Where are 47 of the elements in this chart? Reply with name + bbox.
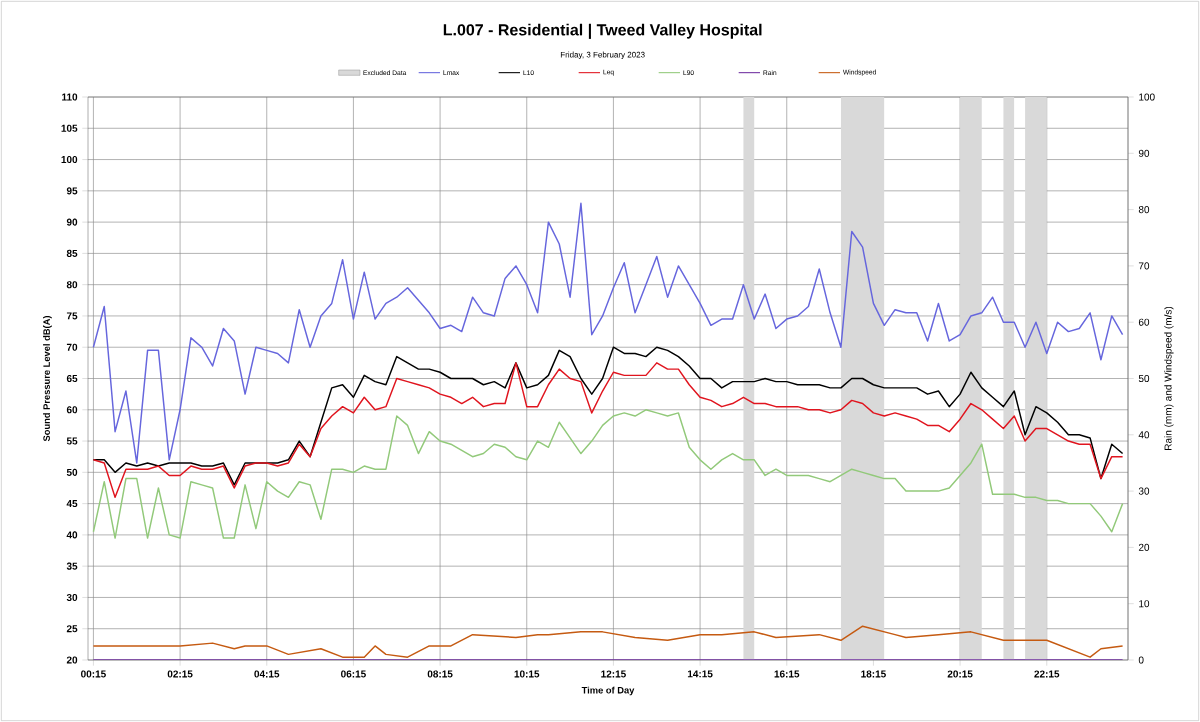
x-tick-label: 12:15 [601, 670, 626, 678]
y-tick-label: 45 [66, 500, 78, 508]
y-tick-label: 60 [66, 406, 78, 414]
y-tick-label: 80 [66, 281, 78, 289]
x-tick-label: 10:15 [514, 670, 540, 678]
y2-tick-label: 30 [1138, 487, 1150, 495]
y-tick-label: 35 [66, 562, 78, 570]
y-tick-label: 65 [66, 374, 78, 383]
x-tick-label: 08:15 [427, 670, 453, 678]
y2-tick-label: 40 [1138, 431, 1150, 439]
y-tick-label: 20 [66, 656, 78, 664]
y-tick-label: 25 [66, 625, 78, 633]
y-tick-label: 50 [66, 468, 78, 476]
y-axis-title: Sound Pressure Level dB(A) [43, 315, 52, 442]
x-tick-label: 04:15 [254, 670, 280, 678]
y-tick-label: 85 [66, 249, 78, 257]
y2-tick-label: 0 [1138, 656, 1144, 664]
y-tick-label: 55 [66, 437, 78, 445]
y-tick-label: 30 [66, 593, 78, 601]
x-tick-label: 20:15 [947, 670, 973, 678]
y2-tick-label: 50 [1138, 374, 1150, 383]
y2-tick-label: 80 [1138, 206, 1150, 214]
x-tick-label: 02:15 [167, 670, 193, 678]
y-tick-label: 95 [66, 187, 78, 195]
x-tick-label: 00:15 [81, 670, 106, 678]
y2-tick-label: 100 [1139, 93, 1155, 101]
y2-tick-label: 20 [1138, 543, 1150, 551]
y-tick-label: 90 [66, 218, 78, 226]
y-tick-label: 110 [62, 93, 78, 101]
y-tick-label: 105 [61, 124, 78, 132]
y2-tick-label: 90 [1138, 149, 1150, 157]
x-tick-label: 22:15 [1034, 670, 1060, 678]
y2-tick-label: 60 [1138, 318, 1150, 326]
y2-tick-label: 10 [1139, 600, 1150, 608]
x-axis-title: Time of Day [581, 686, 635, 696]
y2-tick-label: 70 [1138, 262, 1150, 270]
y-tick-label: 70 [66, 343, 78, 351]
y2-axis-title: Rain (mm) and Windspeed (m/s) [1164, 306, 1174, 450]
x-tick-label: 18:15 [861, 670, 886, 678]
y-tick-label: 40 [66, 531, 78, 539]
y-tick-label: 100 [61, 156, 78, 164]
x-tick-label: 14:15 [687, 670, 713, 678]
chart-subtitle: Friday, 3 February 2023 [560, 51, 645, 60]
x-tick-label: 06:15 [341, 670, 366, 678]
y-tick-label: 75 [66, 312, 78, 320]
chart-title: L.007 - Residential | Tweed Valley Hospital [443, 23, 762, 39]
x-tick-label: 16:15 [774, 670, 800, 678]
